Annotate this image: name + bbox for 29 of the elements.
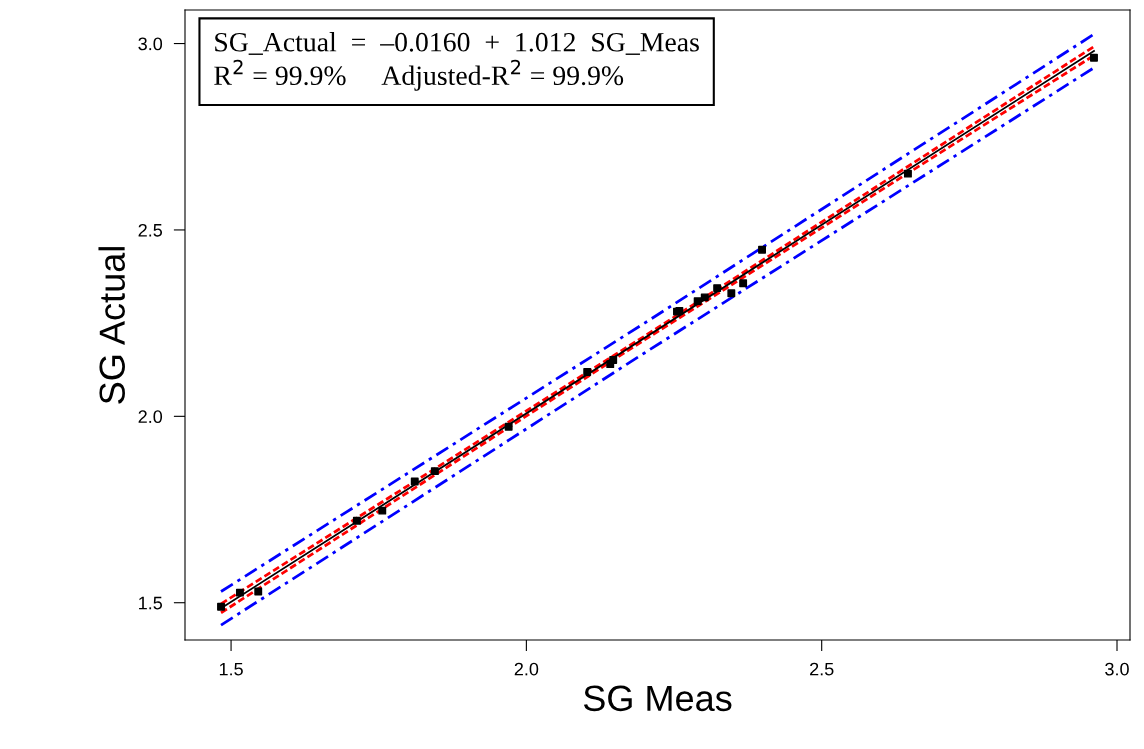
y-tick-label: 2.5	[138, 223, 163, 237]
point	[700, 293, 709, 302]
point	[727, 289, 736, 298]
y-tick-label: 1.5	[139, 596, 163, 610]
point	[235, 588, 244, 597]
x-tick-label: 2.0	[514, 662, 539, 676]
y-tick-label: 3.0	[138, 37, 163, 51]
x-tick-label: 1.5	[219, 662, 243, 676]
y-tick-label: 2.0	[138, 410, 163, 424]
point	[504, 422, 513, 431]
point	[1090, 53, 1098, 62]
point	[378, 506, 387, 515]
annotation: SG_Actual = –0.0160 + 1.012 SG_Meas R$^{2}$ = 99.9% Adjusted-R$^{2}$ = 99.9%	[214, 32, 699, 91]
point	[352, 516, 361, 525]
point	[693, 297, 702, 306]
point	[739, 279, 748, 288]
point	[254, 587, 263, 596]
point	[410, 477, 419, 486]
y-axis-title: SG Actual	[98, 247, 125, 404]
point	[713, 284, 722, 293]
point	[430, 467, 439, 476]
point	[609, 356, 618, 364]
x-tick-label: 3.0	[1105, 662, 1129, 676]
point	[583, 368, 592, 376]
x-tick-label: 2.5	[810, 662, 834, 676]
x-axis-title: SG Meas	[583, 685, 732, 712]
point	[217, 602, 225, 611]
point	[758, 245, 766, 254]
point	[903, 169, 912, 178]
